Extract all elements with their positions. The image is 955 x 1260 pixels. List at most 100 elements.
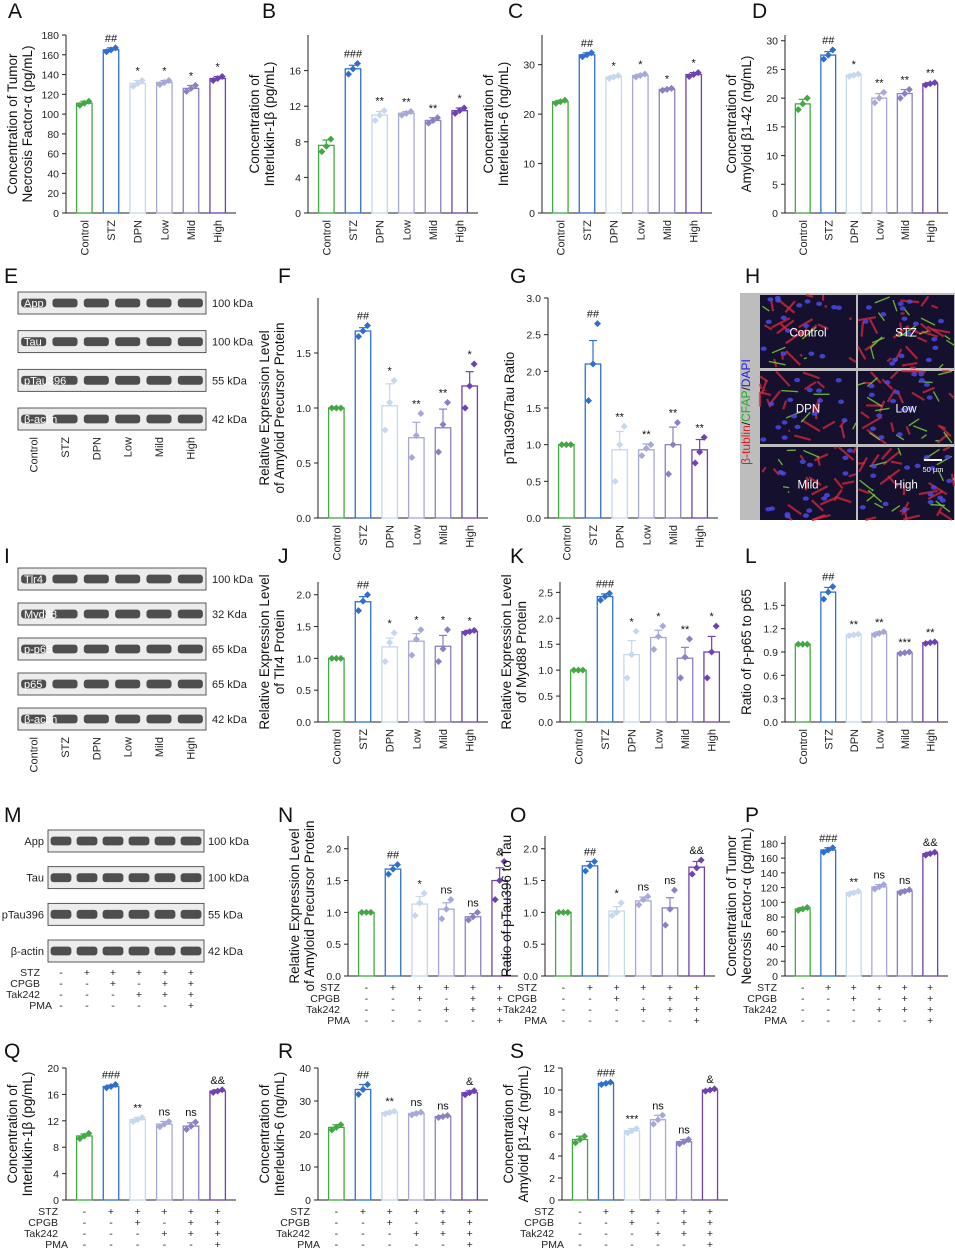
data-point [644, 892, 652, 900]
tubulin-fiber [833, 489, 843, 502]
tubulin-fiber [813, 453, 829, 462]
blot-strip [47, 939, 205, 963]
bar [623, 653, 641, 723]
data-point [328, 654, 336, 662]
treatment-sign: - [391, 1004, 395, 1016]
y-tick-label: 2.5 [538, 587, 553, 599]
y-tick-label: 100 [760, 897, 778, 909]
y-tick-label: 0.0 [296, 513, 311, 525]
significance-label: ## [357, 311, 370, 323]
data-point [594, 320, 601, 328]
stain-label-part: / [739, 421, 753, 425]
significance-label: * [388, 618, 393, 630]
bar [676, 657, 694, 723]
x-tick-label: Low [874, 220, 886, 240]
data-point [880, 628, 888, 636]
dapi-nucleus [923, 455, 930, 460]
protein-band [177, 714, 203, 724]
significance-label: * [612, 61, 617, 73]
data-point [165, 1117, 173, 1125]
y-tick-label: 0 [53, 208, 59, 220]
bar [794, 908, 811, 977]
dapi-nucleus [927, 492, 934, 497]
data-point [654, 1116, 662, 1124]
data-point [439, 1113, 447, 1121]
blot-e: App 100 kDa Tau 100 kDa pTau396 55 kDa β-actin… [17, 291, 254, 472]
treatment-sign: + [902, 1004, 908, 1016]
data-point [407, 108, 415, 116]
y-tick-label: 1.5 [763, 600, 778, 612]
y-axis-label: Relative Expression Level of Amyloid Prec… [287, 820, 317, 991]
treatment-sign: + [927, 1015, 933, 1027]
dapi-nucleus [893, 389, 900, 395]
bar [637, 449, 655, 519]
data-point [435, 658, 442, 666]
significance-label: ## [587, 309, 600, 321]
significance-label: & [706, 1074, 714, 1086]
data-point [875, 94, 883, 102]
protein-band [146, 679, 172, 689]
y-tick-label: 1.5 [538, 639, 553, 651]
treatment-sign: - [365, 993, 369, 1005]
data-point [466, 382, 474, 390]
tubulin-fiber [764, 324, 773, 331]
tile-background [760, 371, 856, 444]
data-point [674, 419, 681, 427]
significance-label: ns [159, 1106, 171, 1118]
treatment-sign: + [587, 982, 593, 994]
tubulin-fiber [857, 316, 877, 322]
data-point [394, 861, 401, 869]
protein-band [115, 298, 141, 308]
chart-n: 0.0 0.5 1.0 1.5 2.0 Relative Expression Level… [287, 820, 518, 1027]
chart-b: 0 4 8 12 16 Concentration of Interlukin-1β (pg… [247, 35, 478, 255]
treatment-sign: - [445, 1015, 449, 1027]
data-point [138, 1114, 146, 1121]
data-point [628, 651, 636, 659]
band-size: 55 kDa [212, 375, 248, 387]
dapi-nucleus [876, 413, 883, 418]
protein-band [177, 337, 203, 347]
x-tick-label: High [925, 729, 937, 752]
y-axis-label-line: Ratio of p-p65 to p65 [739, 589, 754, 715]
data-point [669, 441, 677, 449]
chart-a: 0 20 40 60 80 100 120 140 160 180 Concentration of… [5, 30, 236, 255]
y-tick-label: 0.3 [763, 694, 778, 706]
data-point [559, 908, 567, 916]
lane-label: DPN [91, 737, 103, 760]
x-tick-label: Mild [438, 729, 450, 749]
protein-band [180, 873, 202, 883]
tubulin-fiber [942, 446, 951, 452]
x-tick-label: Mild [668, 525, 680, 545]
significance-label: * [638, 59, 643, 71]
y-tick-label: 15 [766, 122, 778, 134]
data-point [470, 626, 478, 634]
data-point [332, 404, 340, 412]
dapi-nucleus [906, 299, 913, 304]
gfap-fiber [777, 458, 784, 466]
data-point [597, 596, 604, 604]
bar [685, 73, 703, 214]
dapi-nucleus [931, 336, 938, 342]
dapi-nucleus [870, 464, 877, 469]
y-tick-label: 160 [41, 50, 59, 62]
data-point [425, 119, 432, 127]
data-point [586, 862, 594, 870]
gfap-fiber [943, 431, 953, 444]
data-point [854, 887, 862, 895]
protein-band [115, 714, 141, 724]
treatment-row-label: STZ [20, 967, 40, 979]
protein-band [146, 298, 172, 308]
gfap-fiber [803, 357, 807, 360]
y-tick-label: 10 [766, 151, 778, 163]
stain-label-part: / [739, 387, 753, 391]
treatment-sign: - [903, 1015, 907, 1027]
significance-label: ## [105, 33, 118, 45]
blot-strip [47, 902, 205, 926]
band-size: 42 kDa [212, 414, 248, 426]
dapi-nucleus [870, 426, 877, 431]
dapi-nucleus [768, 401, 775, 407]
tubulin-fiber [805, 293, 814, 298]
treatment-sign: + [135, 1206, 141, 1218]
data-point [474, 908, 481, 916]
y-tick-label: 8 [295, 137, 301, 149]
